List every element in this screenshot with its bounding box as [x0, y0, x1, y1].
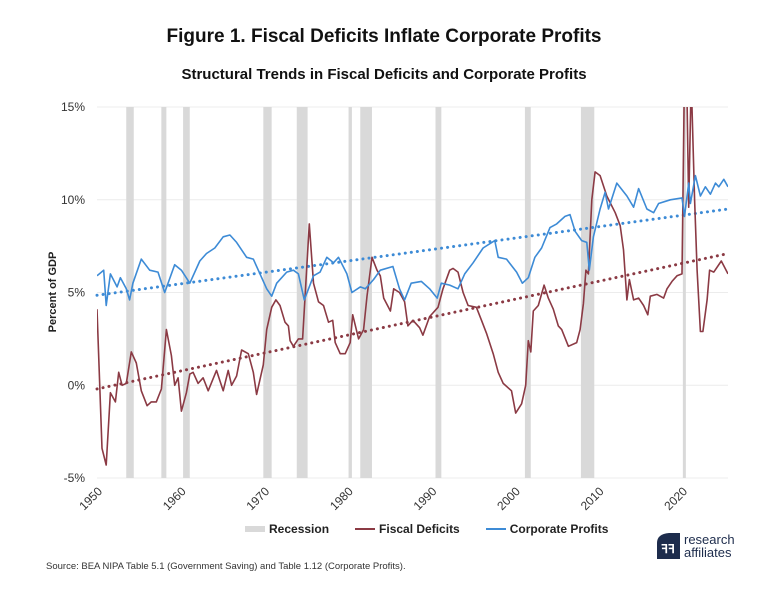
legend-item-corporate-profits: Corporate Profits [485, 522, 609, 536]
svg-text:ꟻꟻ: ꟻꟻ [661, 542, 675, 556]
y-tick-label: -5% [64, 471, 86, 485]
legend: Recession Fiscal Deficits Corporate Prof… [245, 522, 608, 536]
y-tick-label: 15% [61, 100, 85, 114]
legend-label: Recession [269, 522, 330, 536]
research-affiliates-logo: ꟻꟻ research affiliates [654, 533, 735, 559]
profits-swatch [485, 528, 506, 530]
legend-label: Corporate Profits [509, 522, 609, 536]
figure-title: Figure 1. Fiscal Deficits Inflate Corpor… [166, 26, 602, 47]
y-axis-label: Percent of GDP [47, 252, 59, 333]
logo-text-line2: affiliates [684, 545, 732, 560]
logo-mark-icon: ꟻꟻ [657, 533, 680, 559]
recession-bar [263, 107, 272, 478]
recession-swatch [245, 526, 265, 532]
corporate-profits-trend-line [95, 207, 730, 297]
logo-text-line1: research [684, 532, 735, 547]
recession-bar [580, 107, 595, 478]
fiscal-deficits-line [97, 107, 728, 466]
x-tick-label: 2010 [578, 484, 607, 513]
recession-bar [524, 107, 531, 478]
chart-subtitle: Structural Trends in Fiscal Deficits and… [181, 66, 587, 83]
recession-bar [126, 107, 134, 478]
recession-bar [348, 107, 352, 478]
x-tick-label: 1960 [160, 484, 189, 513]
x-tick-label: 2020 [661, 484, 690, 513]
recession-bar [183, 107, 190, 478]
x-tick-label: 2000 [494, 484, 523, 513]
x-tick-label: 1980 [327, 484, 356, 513]
recession-bar [360, 107, 372, 478]
legend-item-recession: Recession [245, 522, 329, 536]
fiscal-swatch [355, 528, 376, 530]
recession-bar [682, 107, 686, 478]
x-tick-label: 1950 [76, 484, 105, 513]
y-tick-label: 5% [68, 286, 86, 300]
y-tick-label: 0% [68, 378, 86, 392]
corporate-profits-line [97, 174, 728, 307]
source-note: Source: BEA NIPA Table 5.1 (Government S… [46, 561, 406, 572]
legend-item-fiscal-deficits: Fiscal Deficits [355, 522, 460, 536]
x-tick-label: 1990 [411, 484, 440, 513]
legend-label: Fiscal Deficits [379, 522, 460, 536]
y-tick-label: 10% [61, 193, 85, 207]
x-tick-label: 1970 [243, 484, 272, 513]
